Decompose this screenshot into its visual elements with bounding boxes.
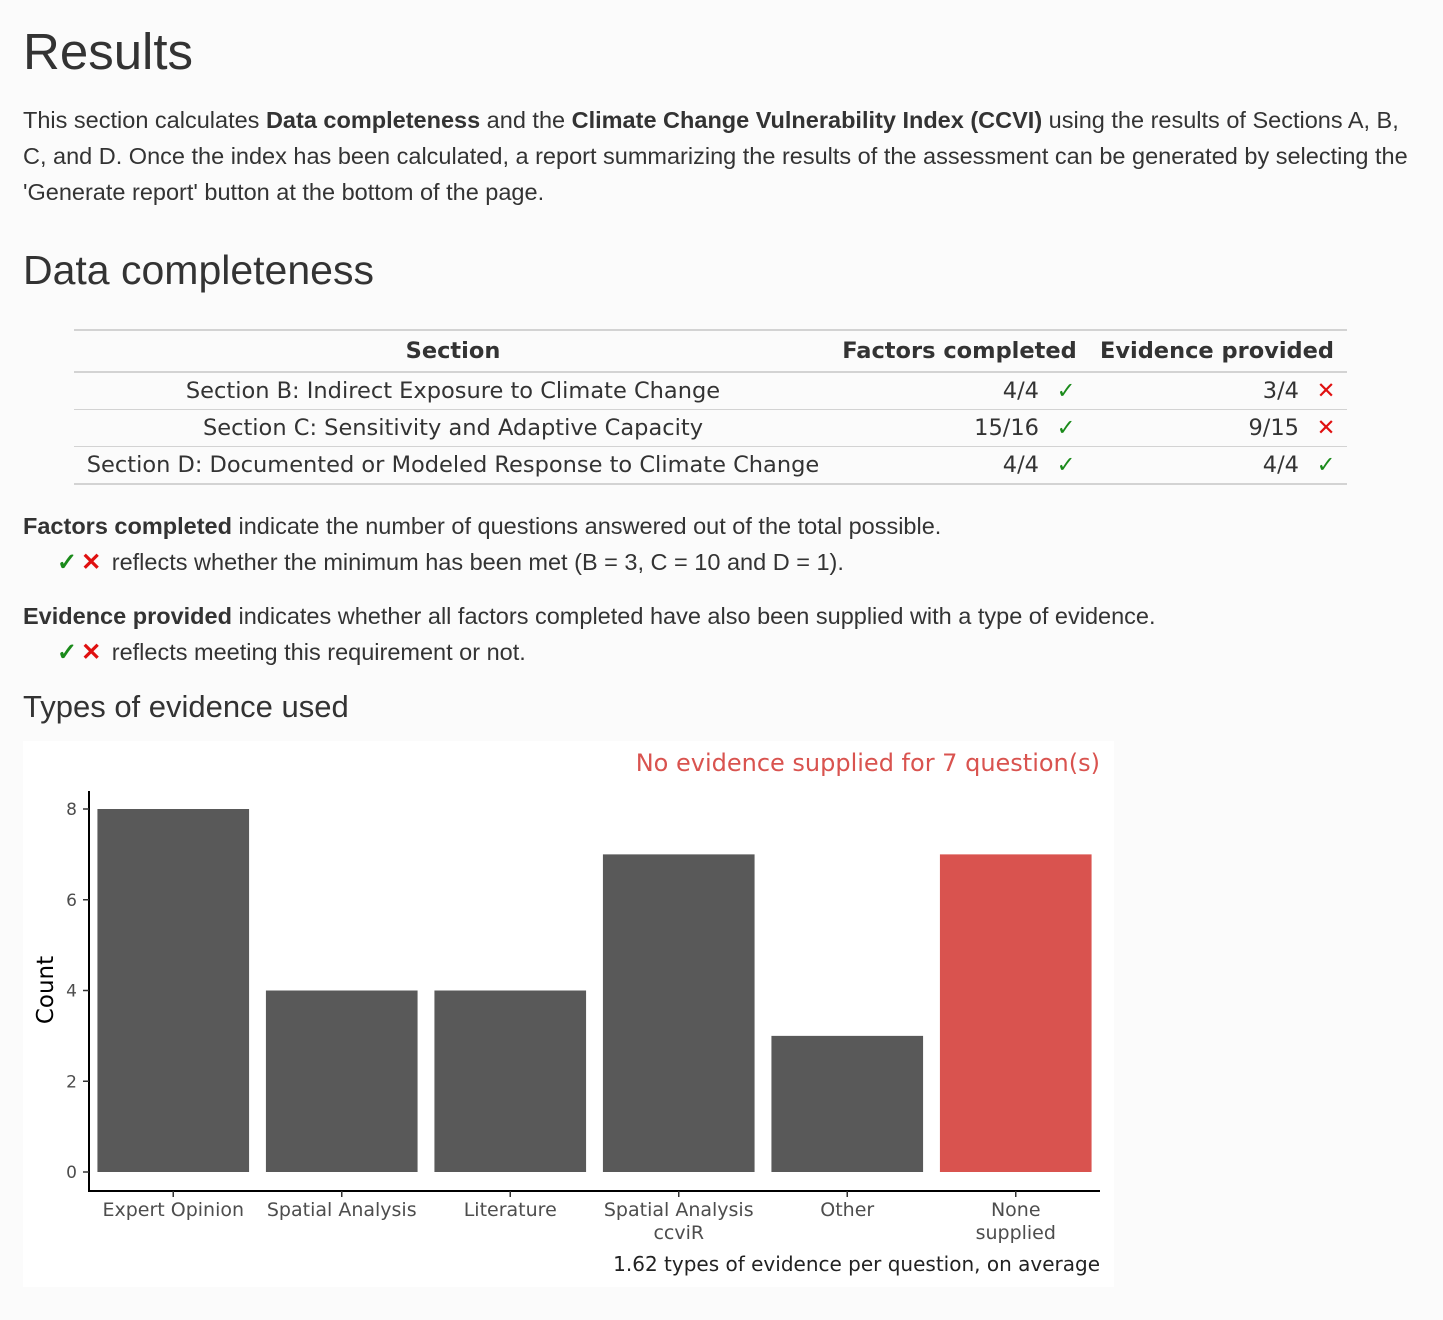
- bar-0: [97, 809, 250, 1172]
- col-header-section: Section: [74, 330, 832, 373]
- completeness-heading: Data completeness: [23, 247, 374, 293]
- factors-value: 4/4: [1002, 378, 1039, 404]
- factors-note: Factors completed indicate the number of…: [23, 508, 941, 581]
- check-icon: ✓: [57, 549, 78, 576]
- bar-5: [939, 854, 1092, 1172]
- table-header-row: Section Factors completed Evidence provi…: [74, 330, 1347, 373]
- x-tick-label-line2: supplied: [976, 1222, 1056, 1244]
- y-tick-label: 2: [66, 1072, 77, 1092]
- check-icon: ✓: [1056, 415, 1076, 441]
- bar-4: [771, 1035, 924, 1172]
- evidence-bar-chart: No evidence supplied for 7 question(s) 1.…: [33, 749, 1100, 1276]
- page-title: Results: [23, 23, 194, 80]
- cell-section: Section D: Documented or Modeled Respons…: [74, 446, 832, 484]
- cross-icon: ✕: [81, 639, 102, 666]
- evidence-heading: Types of evidence used: [23, 689, 349, 724]
- chart-caption: 1.62 types of evidence per question, on …: [613, 1252, 1100, 1276]
- y-tick-label: 6: [66, 891, 77, 911]
- factors-note-bold: Factors completed: [23, 513, 232, 539]
- evidence-note-bold: Evidence provided: [23, 603, 232, 629]
- x-tick-label: Other: [820, 1199, 874, 1221]
- check-icon: ✓: [1316, 452, 1336, 478]
- intro-text: This section calculates: [23, 107, 266, 133]
- factors-note-sub: ✓ ✕ reflects whether the minimum has been…: [23, 544, 941, 581]
- intro-paragraph: This section calculates Data completenes…: [23, 102, 1413, 210]
- x-tick-label: Literature: [464, 1199, 557, 1221]
- x-tick-label-line2: ccviR: [653, 1222, 704, 1244]
- table-row: Section B: Indirect Exposure to Climate …: [74, 372, 1347, 410]
- cell-factors: 4/4 ✓: [832, 372, 1087, 410]
- x-tick-label: Spatial Analysis: [604, 1199, 754, 1221]
- y-tick-label: 0: [66, 1163, 77, 1183]
- y-axis-label: Count: [33, 956, 59, 1024]
- cross-icon: ✕: [1316, 415, 1336, 441]
- x-tick-label: Expert Opinion: [102, 1199, 244, 1221]
- check-icon: ✓: [57, 639, 78, 666]
- cell-evidence: 9/15 ✕: [1087, 409, 1347, 447]
- cell-section: Section C: Sensitivity and Adaptive Capa…: [74, 409, 832, 447]
- bar-3: [602, 854, 755, 1172]
- intro-bold-ccvi: Climate Change Vulnerability Index (CCVI…: [571, 107, 1043, 133]
- x-tick-label: None: [991, 1199, 1041, 1221]
- evidence-note: Evidence provided indicates whether all …: [23, 598, 1156, 671]
- cross-icon: ✕: [81, 549, 102, 576]
- bar-2: [434, 990, 587, 1172]
- col-header-evidence: Evidence provided: [1087, 330, 1347, 373]
- factors-note-sub-text: reflects whether the minimum has been me…: [111, 549, 844, 575]
- evidence-note-text: indicates whether all factors completed …: [231, 603, 1156, 629]
- intro-bold-completeness: Data completeness: [265, 107, 481, 133]
- y-tick-label: 4: [66, 982, 77, 1002]
- evidence-value: 9/15: [1248, 415, 1299, 441]
- cell-evidence: 3/4 ✕: [1087, 372, 1347, 410]
- evidence-value: 3/4: [1262, 378, 1299, 404]
- completeness-table: Section Factors completed Evidence provi…: [74, 329, 1347, 485]
- cell-factors: 4/4 ✓: [832, 446, 1087, 484]
- factors-value: 15/16: [974, 415, 1039, 441]
- bar-1: [265, 990, 418, 1172]
- factors-value: 4/4: [1002, 452, 1039, 478]
- evidence-note-sub: ✓ ✕ reflects meeting this requirement or …: [23, 634, 1156, 671]
- check-icon: ✓: [1056, 378, 1076, 404]
- evidence-chart: No evidence supplied for 7 question(s) 1.…: [23, 741, 1114, 1287]
- y-tick-label: 8: [66, 800, 77, 820]
- col-header-factors: Factors completed: [832, 330, 1087, 373]
- x-tick-label: Spatial Analysis: [267, 1199, 417, 1221]
- intro-text: using the results of Sections A, B, C, a…: [23, 107, 1408, 205]
- intro-text: and the: [480, 107, 572, 133]
- chart-title: No evidence supplied for 7 question(s): [636, 749, 1100, 777]
- cross-icon: ✕: [1316, 378, 1336, 404]
- cell-factors: 15/16 ✓: [832, 409, 1087, 447]
- cell-evidence: 4/4 ✓: [1087, 446, 1347, 484]
- check-icon: ✓: [1056, 452, 1076, 478]
- table-row: Section C: Sensitivity and Adaptive Capa…: [74, 409, 1347, 447]
- evidence-value: 4/4: [1262, 452, 1299, 478]
- evidence-note-sub-text: reflects meeting this requirement or not…: [111, 639, 526, 665]
- factors-note-text: indicate the number of questions answere…: [231, 513, 942, 539]
- table-row: Section D: Documented or Modeled Respons…: [74, 446, 1347, 484]
- cell-section: Section B: Indirect Exposure to Climate …: [185, 378, 721, 404]
